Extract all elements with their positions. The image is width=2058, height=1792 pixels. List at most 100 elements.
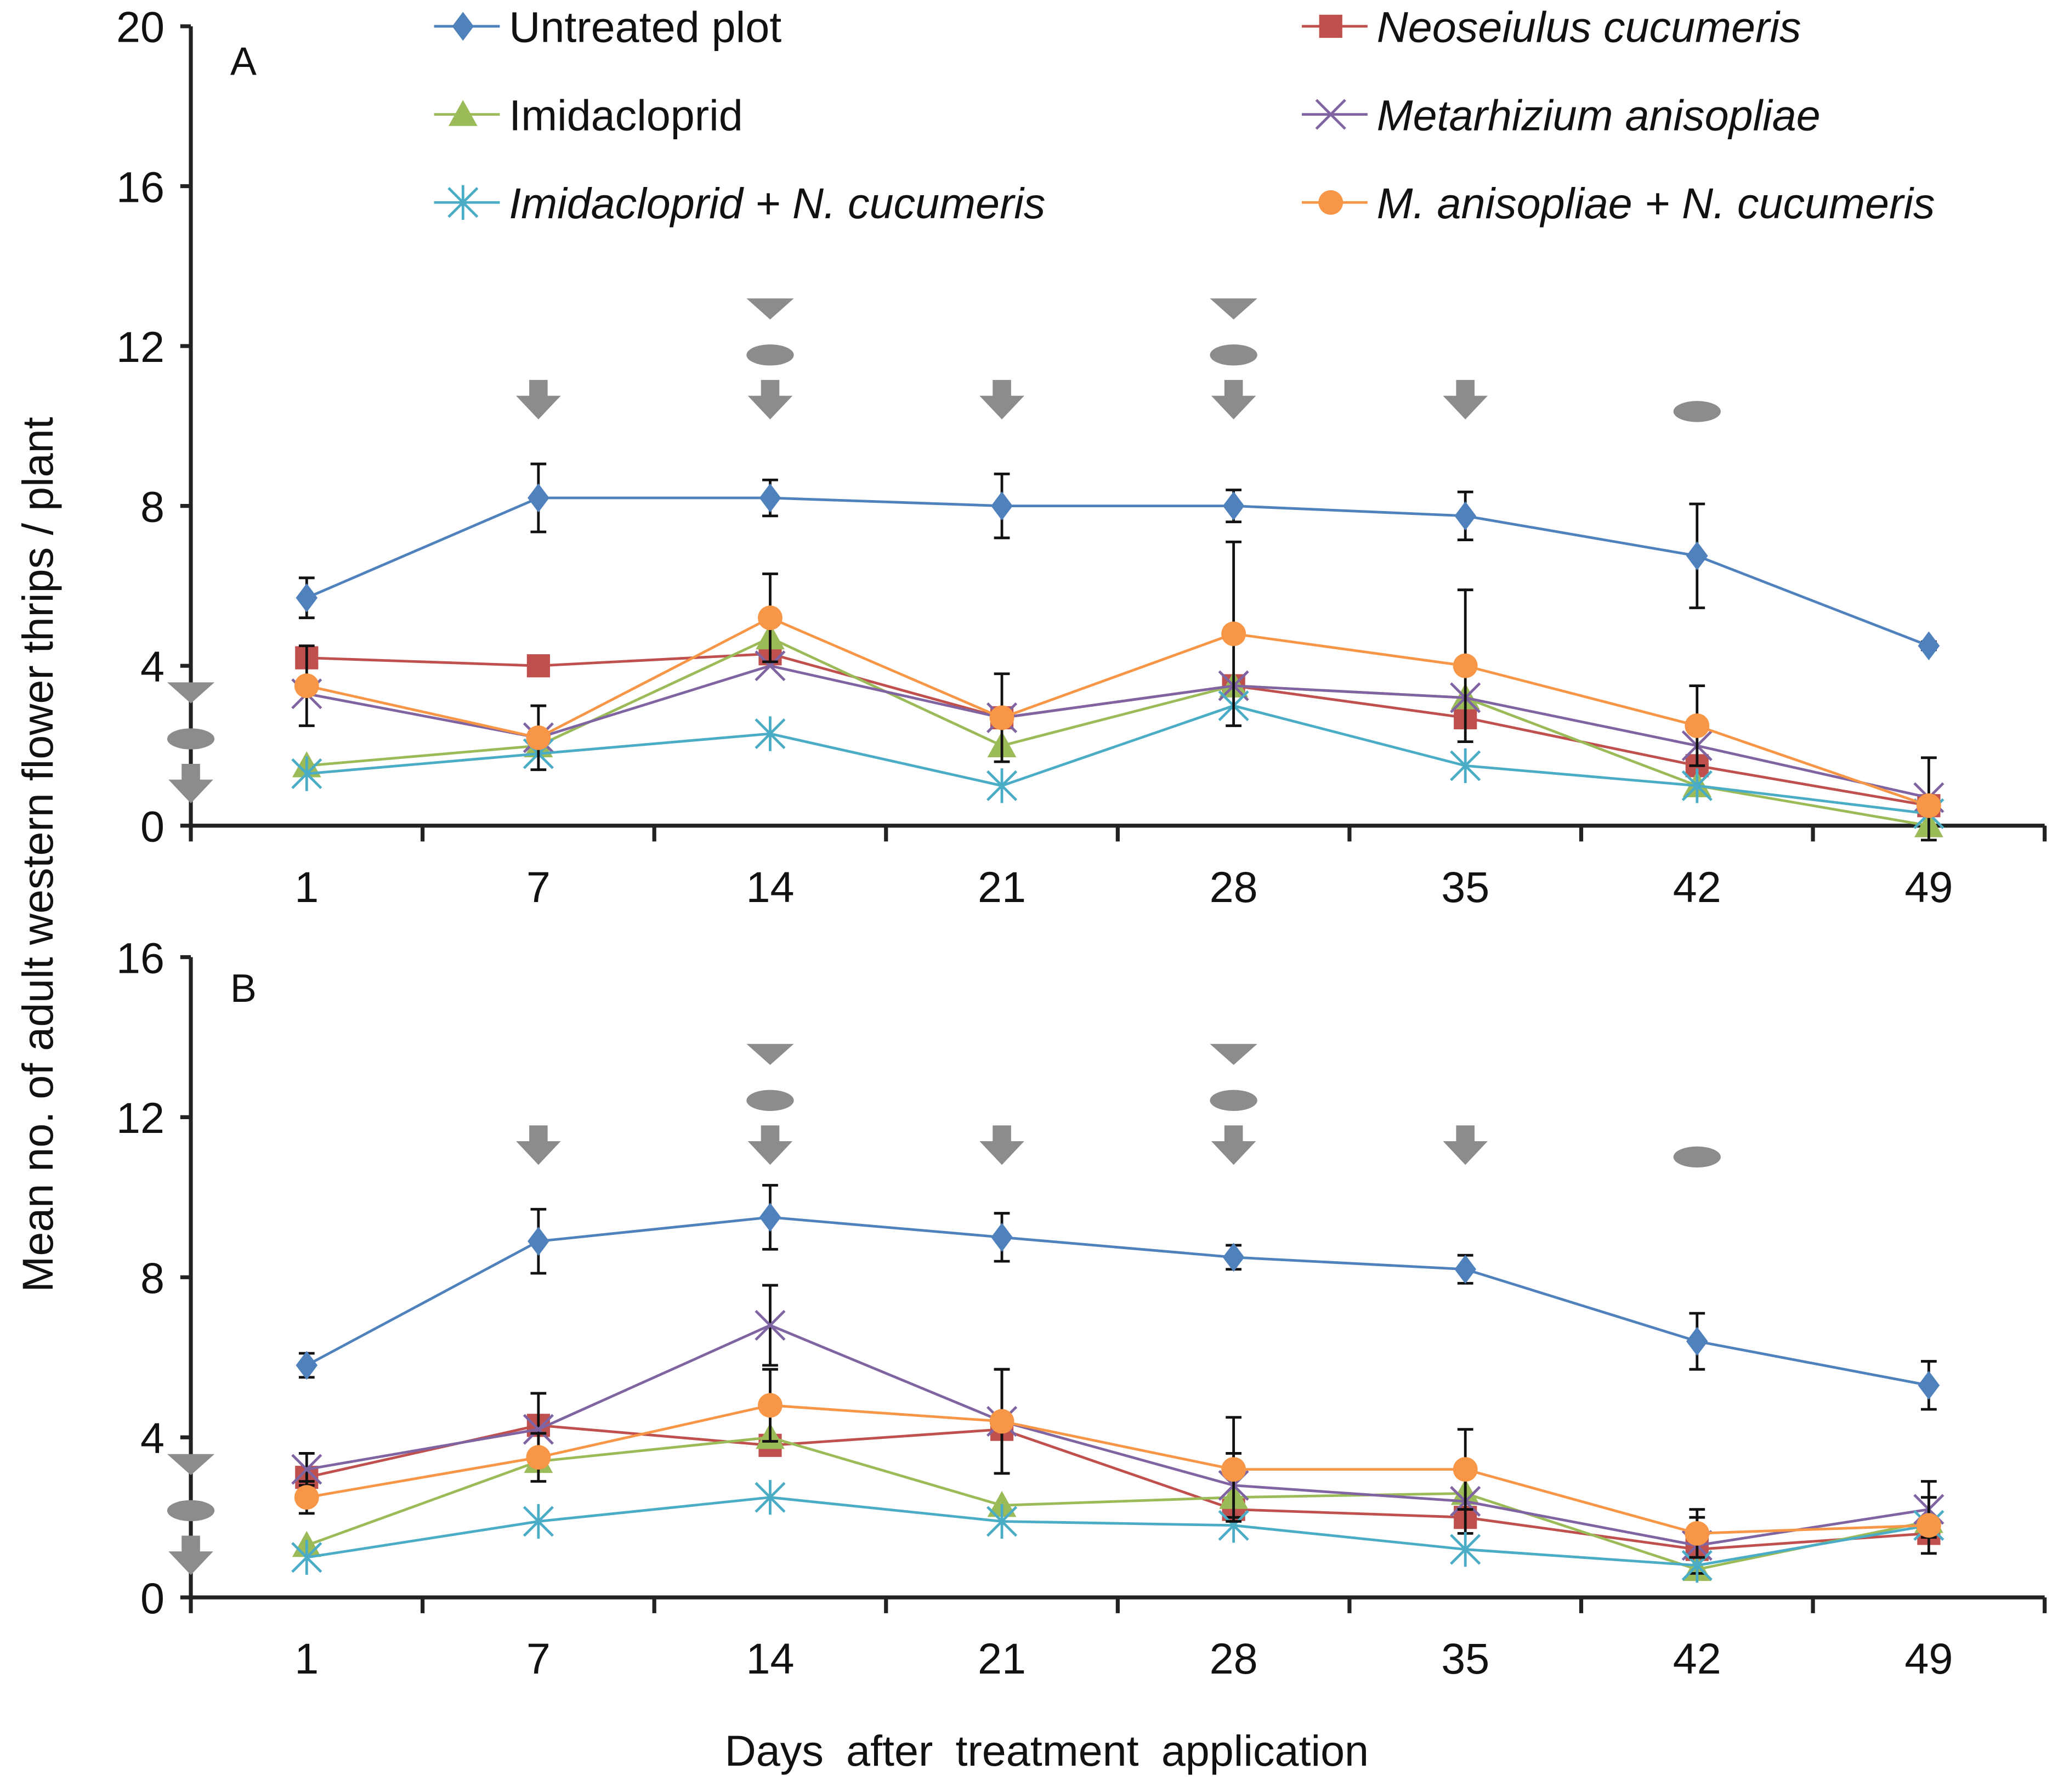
circle-marker	[1318, 190, 1343, 215]
arrow-down-icon	[168, 1535, 213, 1575]
circle-marker	[1685, 713, 1710, 738]
y-axis-label: Mean no. of adult western flower thrips …	[13, 417, 62, 1292]
circle-marker	[1221, 621, 1246, 647]
x-tick-label: 28	[1210, 1634, 1258, 1683]
ellipse-icon	[1673, 401, 1721, 422]
legend-label: Imidacloprid	[509, 90, 743, 139]
asterisk-marker	[291, 756, 322, 791]
triangle-down-icon	[746, 1044, 794, 1065]
series-line	[306, 496, 1930, 647]
circle-marker	[1685, 1521, 1710, 1546]
diamond-marker	[759, 1203, 781, 1232]
triangle-marker	[987, 1490, 1017, 1517]
arrow-down-icon	[1443, 379, 1488, 419]
circle-marker	[1916, 1513, 1941, 1538]
diamond-marker	[1918, 1370, 1940, 1400]
series-line	[306, 1216, 1929, 1387]
diamond-marker	[1686, 541, 1708, 571]
circle-marker	[526, 1445, 551, 1470]
arrow-down-icon	[516, 379, 561, 419]
legend-label: Metarhizium anisopliae	[1377, 90, 1821, 139]
y-tick-label: 4	[140, 642, 165, 691]
arrow-down-icon	[979, 1125, 1024, 1165]
x-marker	[1315, 99, 1346, 130]
x-tick-label: 14	[746, 863, 794, 911]
y-tick-label: 0	[140, 802, 165, 850]
asterisk-marker	[755, 716, 786, 751]
x-tick-label: 1	[294, 1634, 319, 1683]
circle-marker	[294, 673, 319, 699]
panel-B: 0 4 8 12 16 1 7 14 21 28 35 42 49 B	[116, 933, 2047, 1683]
diamond-marker	[528, 483, 549, 513]
series-circle	[294, 1368, 1941, 1559]
diamond-marker	[759, 483, 781, 513]
circle-marker	[1916, 793, 1941, 818]
x-marker	[291, 1454, 322, 1485]
diamond-marker	[991, 491, 1013, 520]
x-tick-label: 35	[1441, 1634, 1489, 1683]
series-line	[306, 664, 1929, 799]
circle-marker	[758, 605, 783, 631]
x-tick-label: 35	[1441, 863, 1489, 911]
series-line	[306, 1424, 1929, 1551]
triangle-down-icon	[1210, 298, 1257, 320]
ellipse-icon	[1673, 1146, 1721, 1168]
square-marker	[526, 654, 550, 678]
y-tick-label: 16	[116, 162, 165, 211]
asterisk-marker	[986, 1504, 1018, 1539]
ellipse-icon	[746, 1090, 794, 1112]
x-tick-label: 28	[1210, 863, 1258, 911]
diamond-marker	[1454, 1255, 1477, 1284]
x-tick-label: 49	[1904, 1634, 1953, 1683]
diamond-marker	[296, 1351, 318, 1380]
legend: Untreated plot Neoseiulus cucumeris Imidac…	[434, 3, 1935, 228]
ellipse-icon	[1210, 1090, 1257, 1112]
arrow-down-icon	[1443, 1125, 1488, 1165]
x-tick-label: 21	[978, 863, 1026, 911]
series-line	[306, 1404, 1929, 1535]
circle-marker	[1221, 1457, 1246, 1482]
asterisk-marker	[1681, 768, 1713, 803]
triangle-down-icon	[167, 682, 215, 704]
ellipse-icon	[167, 728, 215, 750]
arrow-down-icon	[979, 379, 1024, 419]
x-tick-label: 14	[746, 1634, 794, 1683]
diamond-marker	[452, 12, 474, 41]
series-line	[306, 1496, 1929, 1567]
x-axis-label: Days after treatment application	[725, 1726, 1369, 1775]
legend-label: Imidacloprid + N. cucumeris	[509, 179, 1045, 228]
circle-marker	[1453, 1457, 1478, 1482]
x-tick-label: 7	[526, 1634, 551, 1683]
square-marker	[1319, 14, 1342, 38]
series-diamond	[296, 1184, 1940, 1411]
diamond-marker	[1686, 1326, 1708, 1356]
x-marker	[755, 650, 786, 682]
triangle-down-icon	[746, 298, 794, 320]
panel-label: B	[230, 967, 257, 1011]
asterisk-marker	[755, 1480, 786, 1515]
legend-label: M. anisopliae + N. cucumeris	[1377, 179, 1935, 228]
series-line	[306, 1324, 1929, 1547]
circle-marker	[758, 1393, 783, 1418]
circle-marker	[294, 1485, 319, 1510]
asterisk-marker	[1450, 748, 1481, 784]
circle-marker	[989, 1409, 1014, 1434]
arrow-down-icon	[747, 379, 793, 419]
circle-marker	[1453, 653, 1478, 678]
asterisk-marker	[986, 768, 1018, 803]
diamond-marker	[1918, 631, 1940, 661]
series-circle	[294, 540, 1941, 842]
legend-label: Untreated plot	[509, 3, 781, 52]
arrow-down-icon	[168, 764, 213, 803]
diamond-marker	[528, 1227, 549, 1256]
asterisk-marker	[1450, 1532, 1481, 1567]
arrow-down-icon	[747, 1125, 793, 1165]
y-tick-label: 12	[116, 322, 165, 371]
x-marker	[755, 1309, 786, 1341]
ellipse-icon	[1210, 344, 1257, 366]
series-line	[306, 1436, 1929, 1571]
arrow-down-icon	[516, 1125, 561, 1165]
y-tick-label: 8	[140, 482, 165, 531]
